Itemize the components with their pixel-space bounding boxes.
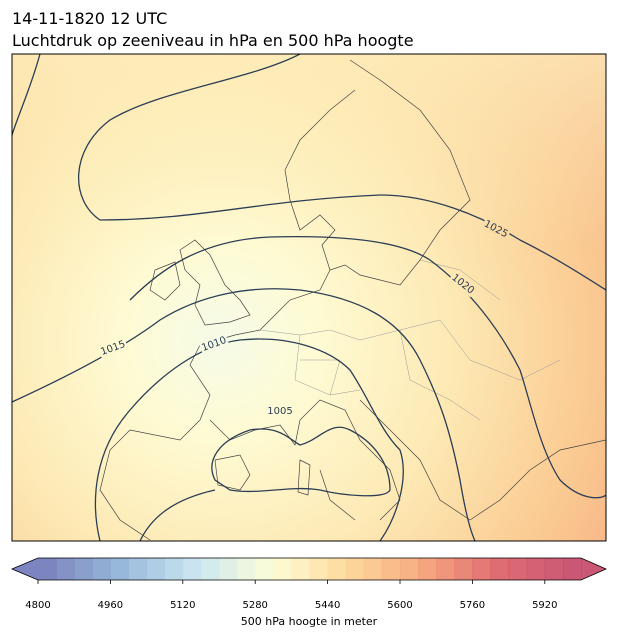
- coastlines: [99, 59, 606, 541]
- colorbar-segment: [562, 558, 582, 580]
- colorbar-segment: [309, 558, 329, 580]
- colorbar: 4800 4960 5120 5280 5440 5600 5760 5920: [10, 557, 607, 611]
- colorbar-segment: [273, 558, 292, 580]
- colorbar-segment: [291, 558, 310, 580]
- colorbar-segment: [128, 558, 148, 580]
- colorbar-tick-label: 5280: [242, 600, 267, 611]
- isobar-label: 1005: [267, 406, 292, 417]
- colorbar-segment: [381, 558, 401, 580]
- colorbar-tick-label: 5120: [170, 600, 195, 611]
- colorbar-segment: [200, 558, 220, 580]
- colorbar-segment: [490, 558, 510, 580]
- colorbar-segment: [182, 558, 202, 580]
- title-date: 14-11-1820 12 UTC: [12, 9, 167, 28]
- isobars: [12, 54, 606, 541]
- colorbar-segment: [219, 558, 238, 580]
- colorbar-segment: [255, 558, 274, 580]
- colorbar-segment: [436, 558, 455, 580]
- colorbar-segment: [472, 558, 491, 580]
- colorbar-segment: [400, 558, 419, 580]
- borders: [259, 259, 561, 421]
- colorbar-segment: [363, 558, 383, 580]
- colorbar-outline: [10, 557, 607, 581]
- colorbar-segment: [38, 558, 57, 580]
- map: 1025 1020 1015 1010 1005: [12, 54, 606, 541]
- colorbar-tick-label: 4800: [25, 600, 50, 611]
- colorbar-extend-low: [12, 558, 38, 580]
- map-shade: [12, 54, 606, 541]
- colorbar-segment: [74, 558, 93, 580]
- colorbar-tick-label: 5600: [387, 600, 412, 611]
- colorbar-segment: [164, 558, 184, 580]
- colorbar-tick-label: 5440: [315, 600, 340, 611]
- colorbar-segment: [110, 558, 129, 580]
- colorbar-segment: [526, 558, 546, 580]
- map-frame: [11, 53, 607, 542]
- title-main: Luchtdruk op zeeniveau in hPa en 500 hPa…: [12, 31, 414, 50]
- colorbar-segment: [92, 558, 111, 580]
- colorbar-segment: [56, 558, 75, 580]
- colorbar-segment: [508, 558, 528, 580]
- colorbar-tick-label: 4960: [98, 600, 123, 611]
- colorbar-extend-high: [581, 558, 606, 580]
- colorbar-segment: [544, 558, 564, 580]
- colorbar-segment: [237, 558, 256, 580]
- colorbar-segment: [345, 558, 365, 580]
- isobar-label-backgrounds: [97, 217, 512, 417]
- colorbar-tick-label: 5920: [532, 600, 557, 611]
- colorbar-segment: [327, 558, 347, 580]
- colorbar-segment: [418, 558, 437, 580]
- colorbar-segment: [146, 558, 166, 580]
- colorbar-segment: [454, 558, 473, 580]
- colorbar-label: 500 hPa hoogte in meter: [241, 615, 378, 628]
- colorbar-tick-label: 5760: [460, 600, 485, 611]
